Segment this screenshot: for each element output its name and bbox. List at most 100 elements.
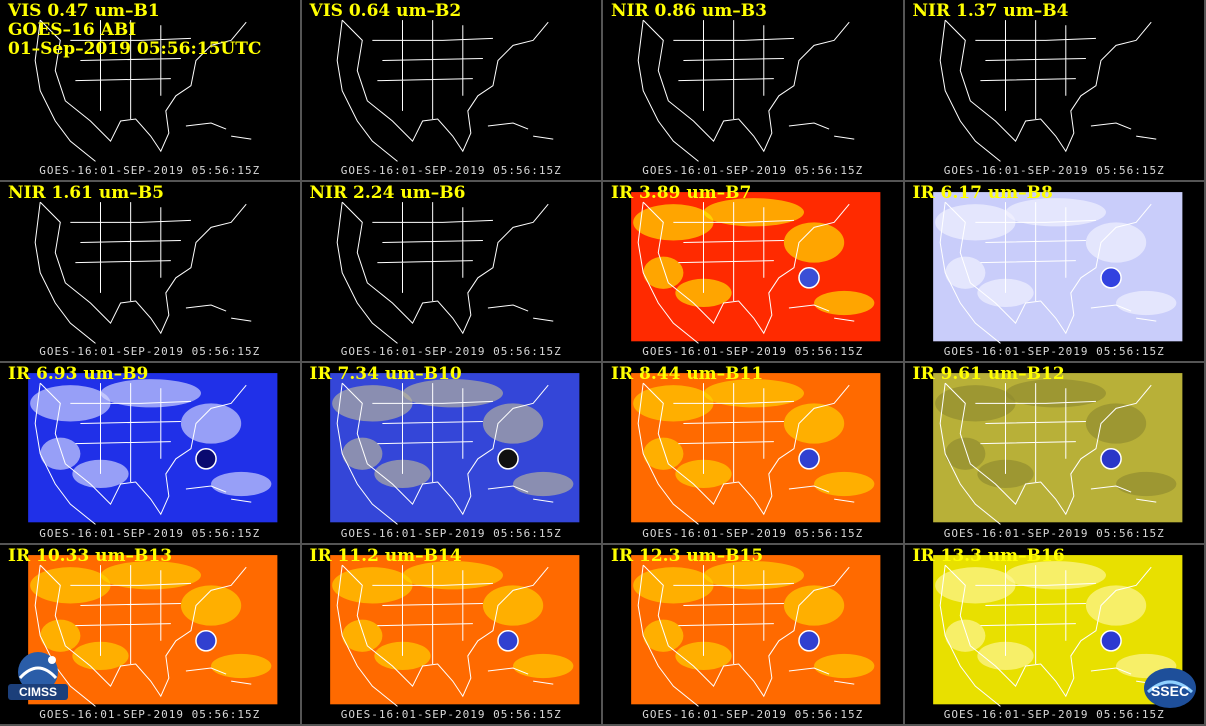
cloud-region (703, 197, 804, 226)
band-label: NIR 1.61 um–B5 (8, 182, 164, 203)
band-panel: IR 12.3 um–B15 GOES-16:01-SEP-2019 05:56:… (603, 544, 905, 726)
timestamp-footer: GOES-16:01-SEP-2019 05:56:15Z (943, 345, 1165, 358)
timestamp-footer: GOES-16:01-SEP-2019 05:56:15Z (340, 708, 562, 721)
satellite-image (336, 201, 553, 344)
coastline (642, 201, 850, 334)
cloud-region (512, 653, 573, 678)
cloud-region (783, 403, 845, 444)
cloud-region (703, 379, 804, 408)
cloud-region (1085, 403, 1146, 444)
timestamp-footer: GOES-16:01-SEP-2019 05:56:15Z (642, 163, 864, 177)
cloud-region (1005, 197, 1106, 226)
coastline (642, 382, 850, 516)
cloud-region (100, 379, 201, 408)
ssec-logo-text: SSEC (1151, 683, 1189, 699)
band-label: IR 6.17 um–B8 (912, 182, 1053, 203)
cloud-region (934, 566, 1016, 603)
coastline (974, 564, 1096, 664)
coastline (185, 667, 252, 685)
band-label: IR 9.61 um–B12 (912, 364, 1065, 384)
cloud-region (934, 203, 1016, 240)
cloud-region (814, 290, 875, 315)
cloud-region (402, 560, 503, 589)
coastline (673, 201, 794, 301)
band-label: IR 10.33 um–B13 (8, 545, 173, 566)
satellite-image (932, 191, 1182, 344)
coastline (39, 564, 247, 697)
timestamp-footer: GOES-16:01-SEP-2019 05:56:15Z (642, 526, 864, 540)
timestamp-footer: GOES-16:01-SEP-2019 05:56:15Z (642, 708, 864, 721)
cloud-region (643, 619, 684, 652)
band-label: NIR 1.37 um–B4 (912, 1, 1069, 21)
satellite-image (631, 554, 881, 707)
coastline (939, 383, 1001, 525)
coastline (673, 383, 794, 482)
band-panel: IR 6.93 um–B9 GOES-16:01-SEP-2019 05:56:1… (0, 363, 302, 545)
timestamp-footer: GOES-16:01-SEP-2019 05:56:15Z (943, 708, 1165, 721)
cloud-region (331, 385, 413, 422)
coastline (34, 201, 96, 344)
header-band-label: VIS 0.47 um–B1 (8, 1, 160, 21)
band-label: IR 6.93 um–B9 (8, 364, 149, 384)
coastline (788, 485, 855, 503)
cloud-region (944, 256, 985, 289)
band-panel: VIS 0.64 um–B2 GOES-16:01-SEP-2019 05:56:… (301, 0, 603, 182)
coastline (70, 201, 191, 301)
cloud-region (180, 403, 242, 444)
cloud-region (814, 471, 875, 497)
hurricane-eye (195, 447, 217, 470)
band-panel: NIR 0.86 um–B3 GOES-16:01-SEP-2019 05:56:… (603, 0, 905, 182)
cloud-region (1085, 221, 1146, 263)
coastline (788, 304, 855, 322)
cloud-region (1005, 560, 1106, 589)
coastline (637, 383, 699, 525)
hurricane-eye (798, 629, 820, 652)
hurricane-eye (1099, 447, 1122, 470)
timestamp-footer: GOES-16:01-SEP-2019 05:56:15Z (642, 345, 864, 358)
coastline (371, 20, 493, 119)
coastline (39, 382, 247, 516)
satellite-image (932, 373, 1182, 525)
timestamp-footer: GOES-16:01-SEP-2019 05:56:15Z (39, 526, 261, 540)
timestamp-footer: GOES-16:01-SEP-2019 05:56:15Z (39, 163, 261, 177)
band-label: IR 11.2 um–B14 (309, 545, 462, 566)
hurricane-eye (1099, 266, 1122, 289)
cloud-region (783, 584, 845, 626)
coastline (34, 564, 96, 707)
cloud-region (1005, 379, 1106, 408)
cloud-region (211, 471, 272, 497)
coastline (944, 564, 1152, 697)
coastline (974, 20, 1096, 119)
band-panel: NIR 2.24 um–B6 GOES-16:01-SEP-2019 05:56:… (301, 181, 603, 363)
band-label: IR 3.89 um–B7 (611, 182, 752, 203)
satellite-image (336, 19, 553, 162)
band-panel: IR 11.2 um–B14 GOES-16:01-SEP-2019 05:56:… (301, 544, 603, 726)
coastline (34, 20, 96, 162)
band-panel: IR 3.89 um–B7 GOES-16:01-SEP-2019 05:56:1… (603, 181, 905, 363)
hurricane-eye (496, 447, 519, 470)
band-panel: NIR 1.61 um–B5 GOES-16:01-SEP-2019 05:56:… (0, 181, 302, 363)
coastline (642, 564, 850, 697)
cloud-region (633, 566, 714, 603)
band-label: NIR 2.24 um–B6 (309, 182, 466, 203)
hurricane-eye (195, 629, 217, 652)
band-panel: IR 8.44 um–B11 GOES-16:01-SEP-2019 05:56:… (603, 363, 905, 545)
band-panel: IR 6.17 um–B8 GOES-16:01-SEP-2019 05:56:1… (904, 181, 1206, 363)
band-panel: VIS 0.47 um–B1 GOES–16 ABI 01–Sep–2019 05:… (0, 0, 302, 182)
hurricane-eye (798, 447, 820, 470)
cloud-region (512, 471, 573, 497)
header-satellite: GOES–16 ABI (8, 20, 137, 40)
cimss-logo-text: CIMSS (19, 685, 57, 699)
cloud-region (482, 584, 543, 626)
cloud-region (643, 256, 684, 289)
cloud-region (100, 560, 201, 589)
coastline (341, 19, 549, 153)
timestamp-footer: GOES-16:01-SEP-2019 05:56:15Z (39, 708, 261, 721)
coastline (673, 20, 794, 119)
timestamp-footer: GOES-16:01-SEP-2019 05:56:15Z (340, 163, 562, 177)
coastline (939, 20, 1001, 162)
coastline (637, 20, 699, 162)
cloud-region (1115, 471, 1176, 497)
coastline (336, 564, 398, 707)
